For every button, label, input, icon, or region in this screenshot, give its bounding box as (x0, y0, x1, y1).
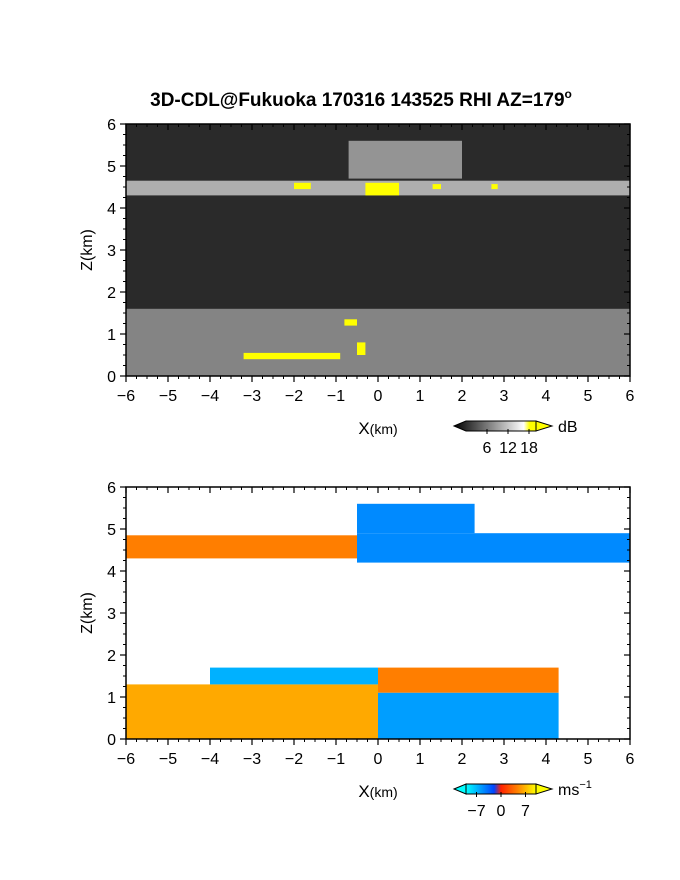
velocity-region (357, 533, 630, 563)
saturation-patch (432, 184, 441, 190)
y-tick-label: 2 (107, 648, 116, 665)
velocity-region (378, 667, 559, 693)
x-tick-label: 6 (626, 388, 635, 405)
velocity-plot-area (126, 487, 630, 739)
y-tick-label: 1 (107, 690, 116, 707)
colorbar-tick-label: 6 (483, 440, 492, 457)
velocity-x-axis-label: X(km) (358, 782, 397, 801)
velocity-y-axis-label: Z(km) (79, 592, 96, 634)
colorbar-gradient (452, 420, 537, 432)
velocity-x-ticks: −6 −5 −4 −3 −2 −1 0 1 2 3 4 5 6 (117, 487, 635, 768)
x-tick-label: −3 (243, 388, 261, 405)
velocity-region (357, 503, 475, 534)
x-tick-label: −6 (117, 388, 135, 405)
backscatter-colorbar: 6 12 18 dB (452, 419, 578, 457)
backscatter-layer (126, 308, 630, 376)
y-tick-label: 5 (107, 159, 116, 176)
saturation-patch (357, 342, 366, 355)
backscatter-x-axis-label: X(km) (358, 419, 397, 438)
x-tick-label: 4 (542, 388, 551, 405)
backscatter-x-ticks: −6 −5 −4 −3 −2 −1 0 1 2 3 4 5 6 (117, 124, 635, 405)
x-tick-label: −5 (159, 388, 177, 405)
y-tick-label: 4 (107, 201, 116, 218)
x-tick-label: 5 (584, 388, 593, 405)
x-tick-label: −5 (159, 751, 177, 768)
y-tick-label: 4 (107, 564, 116, 581)
colorbar-tick-label: 7 (521, 803, 530, 820)
colorbar-unit: dB (558, 419, 578, 436)
y-tick-label: 0 (107, 732, 116, 749)
x-tick-label: −1 (327, 388, 345, 405)
backscatter-plot-area (126, 124, 630, 376)
y-tick-label: 6 (107, 117, 116, 134)
velocity-region (210, 667, 378, 685)
colorbar-tick-label: −7 (467, 803, 485, 820)
x-tick-label: −3 (243, 751, 261, 768)
x-tick-label: −2 (285, 751, 303, 768)
colorbar-ticks: −7 0 7 (467, 792, 530, 820)
colorbar-unit: ms−1 (558, 779, 592, 799)
y-tick-label: 1 (107, 327, 116, 344)
colorbar-over-arrow (535, 420, 554, 432)
velocity-regions (126, 503, 630, 739)
x-tick-label: −2 (285, 388, 303, 405)
x-tick-label: −6 (117, 751, 135, 768)
x-tick-label: 5 (584, 751, 593, 768)
x-tick-label: 3 (500, 751, 509, 768)
colorbar-tick-label: 12 (499, 440, 517, 457)
x-tick-label: 0 (374, 751, 383, 768)
saturation-patch (365, 182, 399, 196)
y-tick-label: 3 (107, 243, 116, 260)
backscatter-layer (348, 140, 462, 179)
x-tick-label: −1 (327, 751, 345, 768)
x-tick-label: 4 (542, 751, 551, 768)
velocity-region (126, 684, 378, 739)
x-tick-label: 2 (458, 751, 467, 768)
backscatter-y-ticks: 0 1 2 3 4 5 6 (107, 117, 630, 386)
y-tick-label: 3 (107, 606, 116, 623)
colorbar-under-arrow (452, 783, 467, 795)
velocity-colorbar: −7 0 7 ms−1 (452, 779, 592, 820)
y-tick-label: 0 (107, 369, 116, 386)
saturation-patch (294, 182, 311, 190)
y-tick-label: 5 (107, 522, 116, 539)
y-tick-label: 6 (107, 480, 116, 497)
velocity-region (126, 535, 357, 559)
x-tick-label: −4 (201, 751, 219, 768)
velocity-y-ticks: 0 1 2 3 4 5 6 (107, 480, 630, 749)
saturation-patch (491, 184, 498, 190)
x-tick-label: −4 (201, 388, 219, 405)
figure-title: 3D-CDL@Fukuoka 170316 143525 RHI AZ=179o (150, 87, 572, 111)
x-tick-label: 3 (500, 388, 509, 405)
degree-superscript: o (565, 87, 572, 101)
saturation-patch (243, 352, 341, 360)
saturation-patch (344, 319, 357, 326)
x-tick-label: 1 (416, 388, 425, 405)
x-tick-label: 2 (458, 388, 467, 405)
y-tick-label: 2 (107, 285, 116, 302)
x-tick-label: 0 (374, 388, 383, 405)
colorbar-tick-label: 18 (520, 440, 538, 457)
x-tick-label: 1 (416, 751, 425, 768)
backscatter-y-axis-label: Z(km) (79, 229, 96, 271)
colorbar-over-arrow (535, 783, 554, 795)
velocity-region (378, 692, 559, 739)
x-tick-label: 6 (626, 751, 635, 768)
colorbar-tick-label: 0 (497, 803, 506, 820)
colorbar-ticks: 6 12 18 (483, 429, 538, 457)
saturation-patches (243, 182, 498, 360)
